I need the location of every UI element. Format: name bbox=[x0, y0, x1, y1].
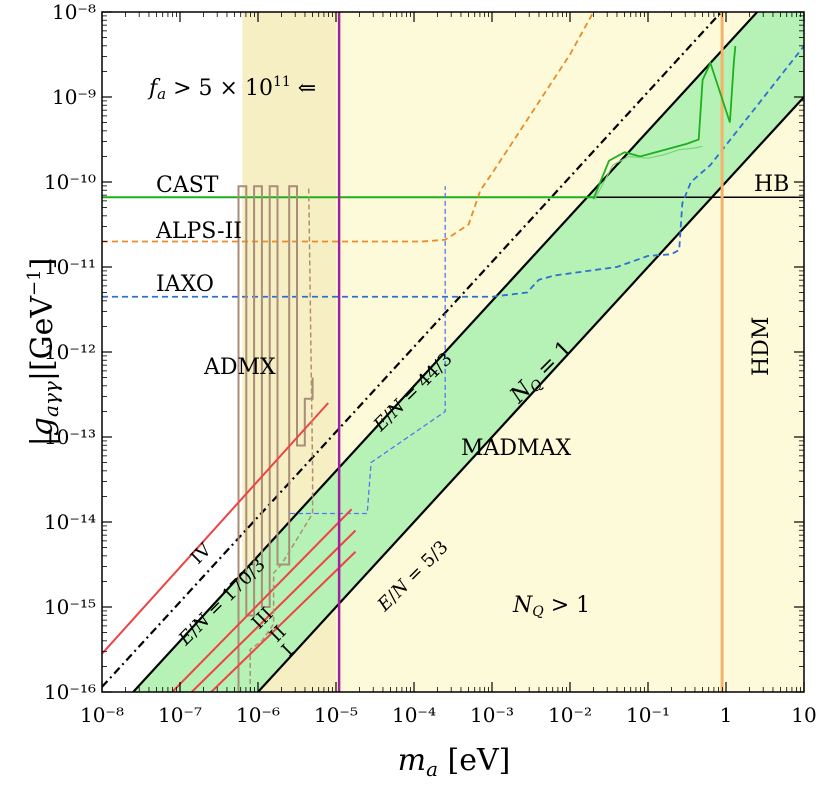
green-measurement-curve bbox=[592, 45, 737, 200]
alps-label: ALPS-II bbox=[155, 219, 242, 244]
fa-annotation: fa > 5 × 1011 ⇐ bbox=[147, 74, 316, 103]
x-tick-label: 10⁻⁴ bbox=[392, 703, 436, 727]
x-axis-label: ma [eV] bbox=[398, 743, 511, 781]
admx-label: ADMX bbox=[203, 355, 276, 380]
y-tick-label: 10⁻¹⁰ bbox=[44, 170, 96, 194]
series-layer bbox=[102, 12, 804, 692]
admx-projection-dashed bbox=[249, 186, 314, 692]
iaxo-curve bbox=[102, 45, 804, 298]
green-measurement-light bbox=[594, 145, 703, 200]
y-tick-label: 10⁻¹⁵ bbox=[44, 595, 96, 619]
y-tick-label: 10⁻¹⁶ bbox=[44, 680, 96, 704]
x-tick-label: 1 bbox=[720, 703, 733, 727]
hb-label: HB bbox=[754, 172, 789, 197]
nqgt1-label: NQ > 1 bbox=[512, 593, 590, 620]
y-axis-label: |gaγγ|[GeV−1] bbox=[24, 258, 63, 447]
red-line-iv bbox=[102, 402, 329, 655]
y-tick-label: 10⁻⁹ bbox=[52, 85, 96, 109]
y-tick-label: 10⁻¹⁴ bbox=[44, 510, 96, 534]
y-tick-label: 10⁻¹³ bbox=[44, 425, 96, 449]
en-44-3-line bbox=[132, 12, 759, 692]
en-170-3-line bbox=[102, 12, 723, 688]
y-tick-label: 10⁻⁸ bbox=[52, 0, 96, 24]
x-tick-label: 10 bbox=[791, 703, 816, 727]
roman-iv-label: IV bbox=[187, 539, 217, 569]
x-tick-label: 10⁻⁵ bbox=[314, 703, 358, 727]
x-tick-label: 10⁻⁸ bbox=[80, 703, 124, 727]
red-line-i bbox=[210, 551, 357, 692]
y-tick-label: 10⁻¹¹ bbox=[44, 255, 96, 279]
x-tick-label: 10⁻⁶ bbox=[236, 703, 280, 727]
x-tick-label: 10⁻⁷ bbox=[158, 703, 202, 727]
iaxo-label: IAXO bbox=[156, 272, 214, 297]
y-tick-label: 10⁻¹² bbox=[44, 340, 96, 364]
x-tick-label: 10⁻¹ bbox=[626, 703, 670, 727]
region-fills bbox=[133, 12, 804, 692]
madmax-label: MADMAX bbox=[461, 436, 571, 461]
nq-1-band bbox=[133, 12, 804, 692]
hdm-label: HDM bbox=[749, 317, 774, 376]
axis-ticks: 10⁻⁸ 10⁻⁷ 10⁻⁶ 10⁻⁵ 10⁻⁴ 10⁻³ 10⁻² 10⁻¹ 1 10 10⁻¹⁶… bbox=[44, 0, 817, 727]
x-tick-label: 10⁻³ bbox=[470, 703, 514, 727]
red-line-iii bbox=[171, 508, 353, 692]
x-tick-label: 10⁻² bbox=[548, 703, 592, 727]
cast-label: CAST bbox=[156, 173, 219, 198]
en-5-3-line bbox=[257, 96, 804, 692]
